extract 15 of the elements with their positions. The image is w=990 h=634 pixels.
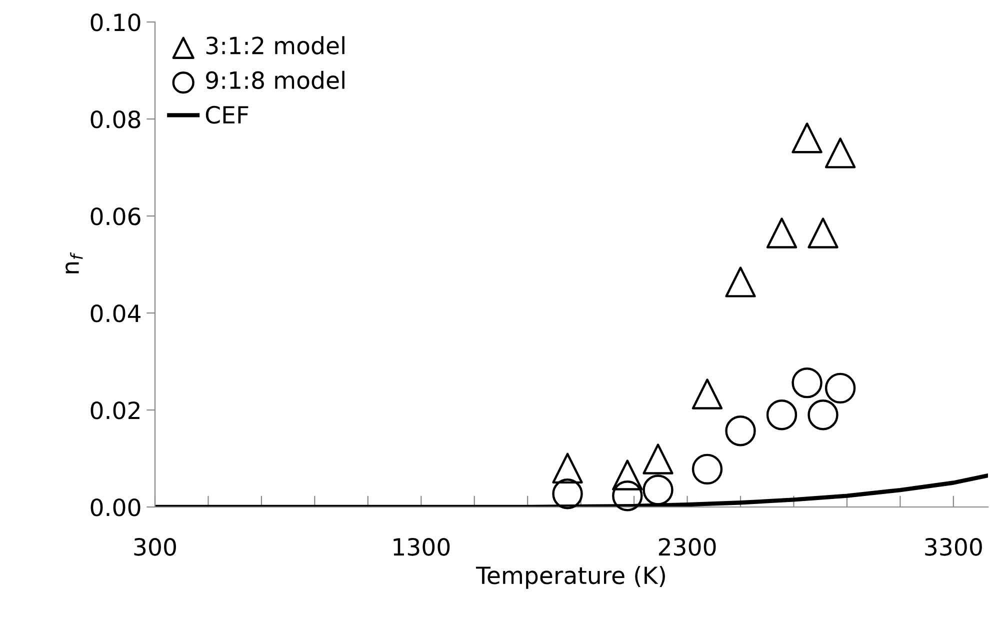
y-tick-label: 0.00 bbox=[90, 498, 140, 516]
legend-label: 3:1:2 model bbox=[206, 36, 344, 54]
x-tick-label: 300 bbox=[134, 538, 176, 556]
x-tick-label: 2300 bbox=[658, 538, 716, 556]
y-tick-label: 0.08 bbox=[90, 110, 140, 128]
x-axis-title: Temperature (K) bbox=[476, 566, 665, 589]
y-tick-label: 0.10 bbox=[90, 13, 140, 32]
x-tick-label: 3300 bbox=[925, 538, 982, 556]
x-tick-label: 1300 bbox=[394, 538, 450, 556]
y-tick-label: 0.06 bbox=[90, 207, 140, 226]
legend-label: CEF bbox=[206, 106, 248, 124]
y-tick-label: 0.04 bbox=[90, 304, 140, 322]
y-tick-label: 0.02 bbox=[90, 401, 140, 420]
y-axis-title: n$_{f}$ bbox=[66, 252, 83, 274]
legend-label: 9:1:8 model bbox=[206, 70, 344, 90]
